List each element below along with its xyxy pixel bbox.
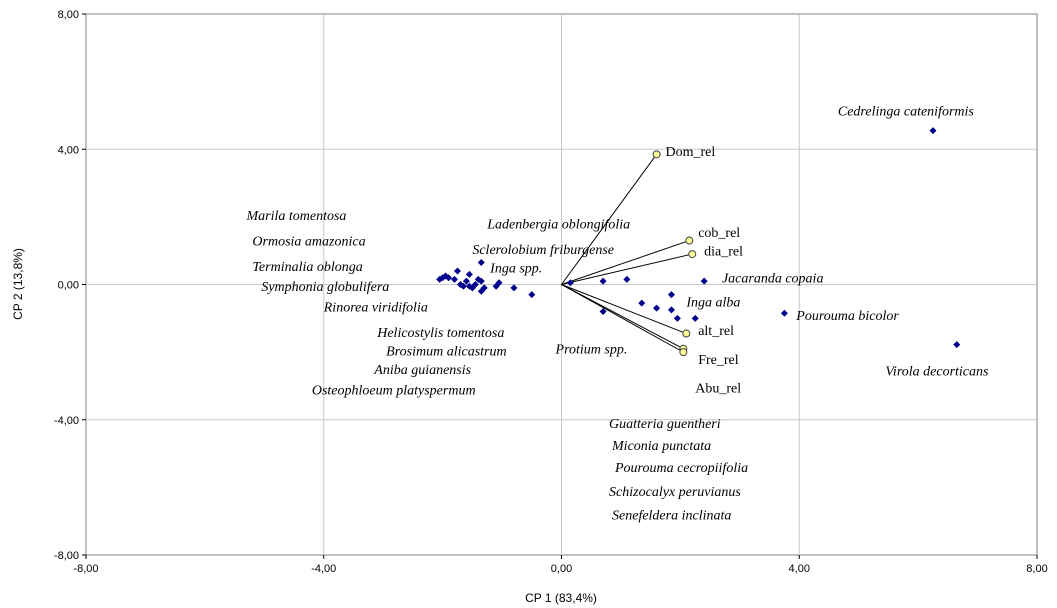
variable-label: Abu_rel <box>695 382 741 397</box>
species-point <box>477 259 485 267</box>
species-point <box>477 287 485 295</box>
species-label: Schizocalyx peruvianus <box>609 485 741 500</box>
variable-label: dia_rel <box>704 245 743 260</box>
species-label: Symphonia globulifera <box>261 280 389 295</box>
species-label: Inga alba <box>685 295 740 310</box>
species-point <box>780 309 788 317</box>
species-point <box>492 282 500 290</box>
species-point <box>468 284 476 292</box>
vector-tip-marker <box>652 150 661 159</box>
species-point <box>667 291 675 299</box>
y-tick-label: -4,00 <box>54 415 79 427</box>
species-point <box>667 306 675 314</box>
y-tick-label: 0,00 <box>58 280 79 292</box>
axis-ticks: -8,00 -4,00 0,00 4,00 8,00 -8,00 -4,00 0,00 4,00… <box>54 9 1048 575</box>
y-tick-label: 4,00 <box>58 144 79 156</box>
species-point <box>599 308 607 316</box>
species-label: Virola decorticans <box>885 365 989 380</box>
y-tick-label: -8,00 <box>54 550 79 562</box>
x-tick-label: 4,00 <box>789 563 810 575</box>
vector-tip-marker <box>688 250 697 259</box>
species-label: Aniba guianensis <box>373 363 471 378</box>
species-label: Rinorea viridifolia <box>323 300 428 315</box>
species-point <box>638 299 646 307</box>
variable-label: Dom_rel <box>666 145 716 160</box>
species-point <box>459 282 467 290</box>
species-label: Sclerolobium friburgense <box>472 243 614 258</box>
species-point <box>465 270 473 278</box>
species-point <box>953 341 961 349</box>
species-points <box>436 127 961 349</box>
species-label: Senefeldera inclinata <box>612 508 731 523</box>
species-point <box>653 304 661 312</box>
species-label: Protium spp. <box>555 343 628 358</box>
species-label: Ladenbergia oblongifolia <box>486 218 630 233</box>
vector-tip-marker <box>679 348 688 357</box>
x-tick-label: -8,00 <box>73 563 98 575</box>
vector-tip-marker <box>685 236 694 245</box>
species-point <box>623 275 631 283</box>
species-point <box>453 267 461 275</box>
variable-label: Fre_rel <box>698 353 739 368</box>
variable-label: cob_rel <box>698 226 740 241</box>
y-tick-label: 8,00 <box>58 9 79 21</box>
species-label: Brosimum alicastrum <box>386 344 506 359</box>
species-point <box>474 275 482 283</box>
species-label: Marila tomentosa <box>245 209 346 224</box>
x-tick-label: 8,00 <box>1026 563 1047 575</box>
x-tick-label: 0,00 <box>551 563 572 575</box>
species-label: Inga spp. <box>489 262 542 277</box>
species-point <box>691 314 699 322</box>
vector-line <box>561 154 658 285</box>
species-point <box>673 314 681 322</box>
species-point <box>436 275 444 283</box>
species-label: Cedrelinga cateniformis <box>838 104 975 119</box>
species-point <box>510 284 518 292</box>
point-labels: Dom_rel cob_rel dia_rel alt_rel Fre_rel Abu_r… <box>245 104 989 523</box>
species-point <box>929 127 937 135</box>
species-label: Ormosia amazonica <box>252 235 365 250</box>
species-label: Osteophloeum platyspermum <box>312 383 476 398</box>
vector-line <box>561 253 693 285</box>
vector-line <box>561 284 687 334</box>
species-label: Guatteria guentheri <box>609 417 721 432</box>
variable-label: alt_rel <box>698 324 734 339</box>
vector-line <box>561 240 690 285</box>
species-label: Helicostylis tomentosa <box>376 326 504 341</box>
species-point <box>599 277 607 285</box>
vector-tip-marker <box>682 329 691 338</box>
species-point <box>528 291 536 299</box>
variable-vectors <box>561 150 697 357</box>
species-point <box>451 275 459 283</box>
species-label: Miconia punctata <box>611 439 711 454</box>
x-tick-label: -4,00 <box>311 563 336 575</box>
species-point <box>700 277 708 285</box>
vector-line <box>561 284 684 353</box>
species-label: Pourouma cecropiifolia <box>614 461 748 476</box>
species-label: Pourouma bicolor <box>795 309 899 324</box>
species-point <box>462 277 470 285</box>
species-point <box>566 279 574 287</box>
x-axis-title: CP 1 (83,4%) <box>525 591 597 605</box>
species-label: Jacaranda copaia <box>722 272 823 287</box>
species-label: Terminalia oblonga <box>252 260 362 275</box>
y-axis-title: CP 2 (13,8%) <box>11 248 25 320</box>
